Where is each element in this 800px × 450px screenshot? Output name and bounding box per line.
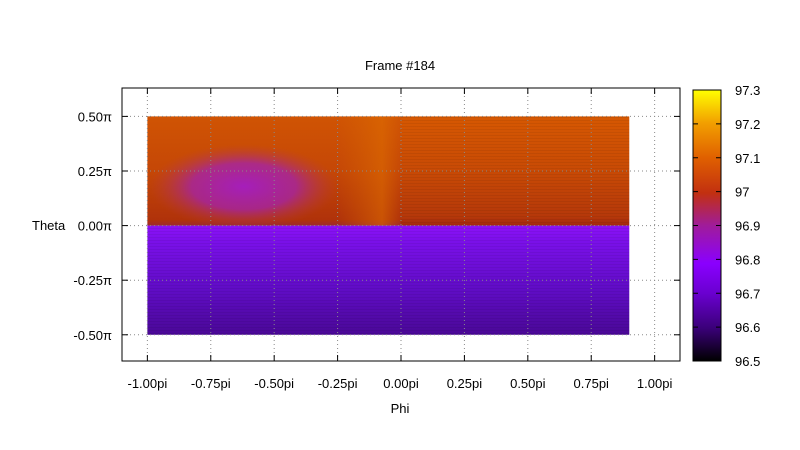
heatmap-region-spot bbox=[148, 144, 339, 229]
heatmap-image bbox=[147, 116, 630, 335]
colorbar-tick-label: 97 bbox=[735, 185, 749, 200]
colorbar-tick-label: 97.2 bbox=[735, 117, 760, 132]
colorbar-tick-label: 97.1 bbox=[735, 151, 760, 166]
colorbar: 97.3 97.2 97.1 97 96.9 96.8 96.7 96.6 96.5 bbox=[692, 83, 760, 369]
x-tick-label: 0.50pi bbox=[510, 376, 546, 391]
colorbar-tick-label: 96.5 bbox=[735, 354, 760, 369]
x-tick-label: 1.00pi bbox=[637, 376, 673, 391]
x-axis-label: Phi bbox=[391, 401, 410, 416]
colorbar-tick-label: 96.9 bbox=[735, 219, 760, 234]
colorbar-tick-label: 96.6 bbox=[735, 320, 760, 335]
heatmap-texture bbox=[147, 225, 630, 335]
x-axis-ticks: -1.00pi -0.75pi -0.50pi -0.25pi 0.00pi 0.25pi… bbox=[127, 88, 672, 391]
colorbar-tick-label: 96.8 bbox=[735, 252, 760, 267]
chart-title: Frame #184 bbox=[365, 58, 435, 73]
y-tick-label: -0.50π bbox=[73, 328, 112, 343]
x-tick-label: -0.25pi bbox=[318, 376, 358, 391]
y-tick-label: 0.25π bbox=[78, 164, 112, 179]
heatmap-glow bbox=[337, 116, 401, 226]
heatmap-texture bbox=[401, 116, 630, 226]
y-axis-ticks: 0.50π 0.25π 0.00π -0.25π -0.50π bbox=[73, 109, 680, 343]
y-tick-label: 0.00π bbox=[78, 219, 112, 234]
x-tick-label: 0.75pi bbox=[574, 376, 610, 391]
colorbar-tick-label: 96.7 bbox=[735, 286, 760, 301]
x-tick-label: -0.50pi bbox=[254, 376, 294, 391]
y-tick-label: 0.50π bbox=[78, 109, 112, 124]
x-tick-label: 0.25pi bbox=[447, 376, 483, 391]
colorbar-tick-label: 97.3 bbox=[735, 83, 760, 98]
x-tick-label: 0.00pi bbox=[383, 376, 419, 391]
y-axis-label: Theta bbox=[32, 218, 66, 233]
grid-lines bbox=[122, 88, 680, 361]
x-tick-label: -0.75pi bbox=[191, 376, 231, 391]
y-tick-label: -0.25π bbox=[73, 273, 112, 288]
x-tick-label: -1.00pi bbox=[127, 376, 167, 391]
